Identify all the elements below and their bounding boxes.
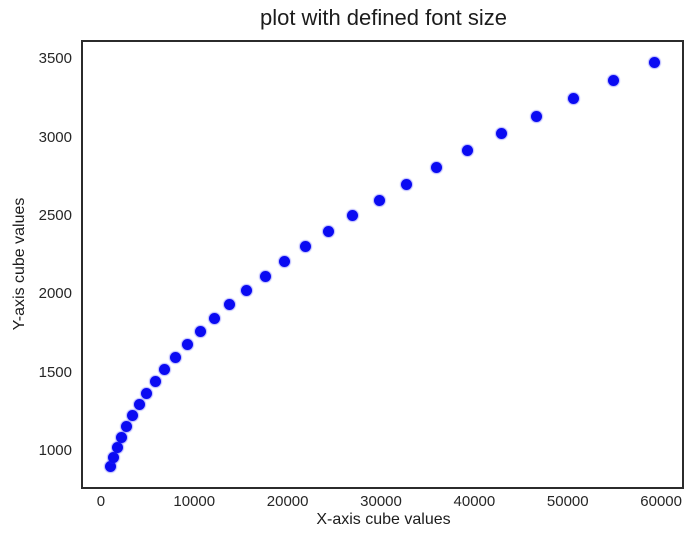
data-point [607, 75, 619, 87]
y-tick-label: 1500 [38, 363, 72, 381]
data-point [224, 298, 236, 310]
data-point [401, 178, 413, 190]
data-point [149, 376, 161, 387]
data-point [115, 431, 127, 443]
y-tick-label: 1000 [38, 442, 72, 460]
x-axis-label: X-axis cube values [316, 511, 451, 528]
x-tick-label: 0 [96, 493, 106, 510]
data-point [159, 363, 171, 375]
data-point [170, 351, 182, 363]
data-point [121, 421, 132, 433]
data-point [323, 226, 335, 237]
x-tick-label: 20000 [266, 493, 309, 510]
data-point [133, 399, 145, 411]
data-point [104, 461, 116, 473]
data-point [347, 210, 359, 222]
data-point [531, 110, 543, 122]
x-tick-label: 10000 [173, 493, 216, 510]
x-tick-label: 50000 [546, 493, 589, 510]
data-point [279, 256, 291, 268]
data-point [259, 270, 271, 282]
data-point [107, 451, 119, 463]
data-point [649, 56, 661, 68]
data-point [126, 410, 138, 422]
x-tick-label: 60000 [640, 493, 682, 510]
data-point [208, 312, 220, 324]
chart-title: plot with defined font size [259, 5, 508, 30]
y-tick-label: 2000 [38, 285, 72, 303]
data-point [194, 325, 206, 337]
y-tick-label: 2500 [38, 206, 72, 224]
data-point [462, 145, 474, 157]
plot-area [81, 40, 684, 489]
data-point [373, 194, 385, 206]
data-point [111, 441, 123, 453]
data-point [141, 387, 153, 399]
y-tick-label: 3500 [38, 50, 72, 68]
data-point [568, 93, 580, 105]
data-point [495, 128, 507, 140]
data-point [300, 241, 312, 253]
data-point [430, 162, 442, 174]
data-point [181, 338, 193, 350]
x-tick-label: 40000 [453, 493, 496, 510]
y-tick-label: 3000 [38, 128, 72, 146]
data-point [241, 284, 253, 296]
x-tick-label: 30000 [360, 493, 402, 510]
